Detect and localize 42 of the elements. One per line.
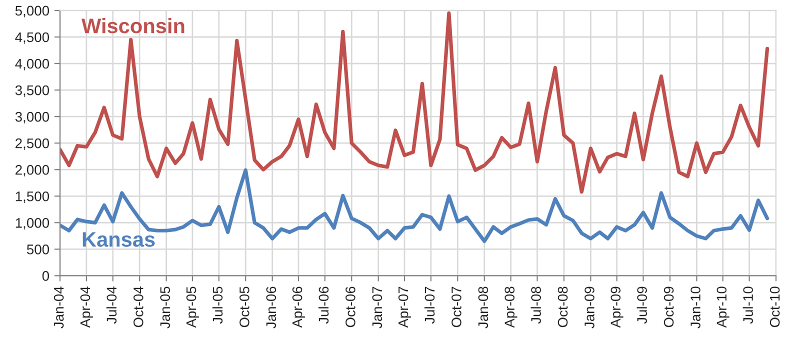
y-tick-label: 4,500 bbox=[15, 32, 50, 44]
x-tick-label: Oct-06 bbox=[346, 286, 356, 328]
series-label: Wisconsin bbox=[82, 18, 184, 34]
y-tick-label: 5,000 bbox=[15, 6, 50, 18]
x-tick-label: Apr-07 bbox=[398, 286, 411, 328]
x-tick-label: Jul-10 bbox=[742, 286, 754, 324]
x-tick-label: Jan-07 bbox=[372, 286, 382, 328]
x-tick-label: Apr-10 bbox=[716, 286, 730, 328]
x-tick-label: Apr-06 bbox=[292, 286, 305, 328]
x-tick-label: Oct-10 bbox=[770, 286, 780, 328]
x-tick-label: Jul-08 bbox=[530, 286, 541, 324]
x-tick-label: Jan-08 bbox=[478, 286, 488, 328]
y-tick-label: 2,000 bbox=[16, 164, 50, 176]
x-tick-label: Oct-08 bbox=[558, 286, 568, 328]
x-tick-label: Jul-07 bbox=[424, 286, 435, 324]
x-tick-label: Jan-04 bbox=[54, 286, 64, 328]
y-tick-label: 0 bbox=[42, 271, 50, 281]
x-tick-label: Oct-09 bbox=[664, 286, 674, 328]
y-tick-label: 3,500 bbox=[15, 85, 50, 97]
x-tick-label: Apr-08 bbox=[504, 286, 518, 328]
x-tick-label: Apr-04 bbox=[80, 286, 93, 328]
x-tick-label: Apr-05 bbox=[186, 286, 199, 328]
y-tick-label: 4,000 bbox=[15, 58, 50, 70]
x-tick-label: Oct-04 bbox=[133, 286, 144, 328]
x-tick-label: Oct-05 bbox=[240, 286, 250, 328]
line-series bbox=[60, 11, 770, 194]
x-tick-label: Jul-06 bbox=[318, 286, 329, 324]
x-tick-label: Oct-07 bbox=[452, 286, 462, 328]
y-tick-label: 500 bbox=[26, 244, 50, 254]
x-tick-label: Jul-05 bbox=[212, 286, 223, 324]
y-tick-label: 1,500 bbox=[16, 191, 50, 203]
x-tick-label: Jul-04 bbox=[106, 286, 117, 324]
x-tick-label: Jan-05 bbox=[160, 286, 170, 328]
series-label: Kansas bbox=[82, 232, 155, 247]
y-tick-label: 3,000 bbox=[15, 112, 50, 124]
x-tick-label: Apr-09 bbox=[610, 286, 624, 328]
x-tick-label: Jan-09 bbox=[584, 286, 594, 328]
x-tick-label: Jan-10 bbox=[690, 286, 700, 328]
y-tick-label: 1,000 bbox=[16, 218, 50, 230]
x-tick-label: Jul-09 bbox=[636, 286, 647, 324]
x-tick-label: Jan-06 bbox=[266, 286, 276, 328]
y-tick-label: 2,500 bbox=[16, 138, 50, 150]
